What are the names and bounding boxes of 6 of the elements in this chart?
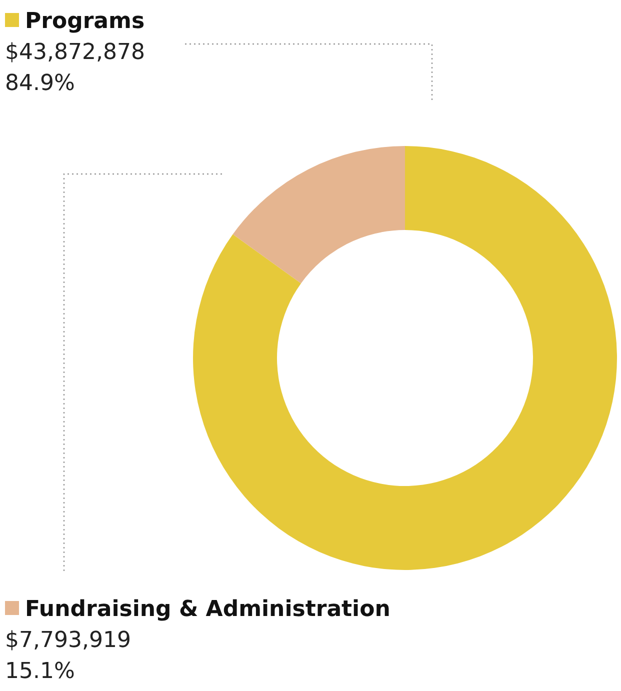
legend-label: Programs xyxy=(25,9,145,34)
data-label: $7,793,919 15.1% xyxy=(5,628,131,684)
data-label: $43,872,878 84.9% xyxy=(5,40,145,96)
donut-slice xyxy=(193,146,617,570)
legend-label: Fundraising & Administration xyxy=(25,597,390,622)
donut-slice xyxy=(232,146,405,284)
